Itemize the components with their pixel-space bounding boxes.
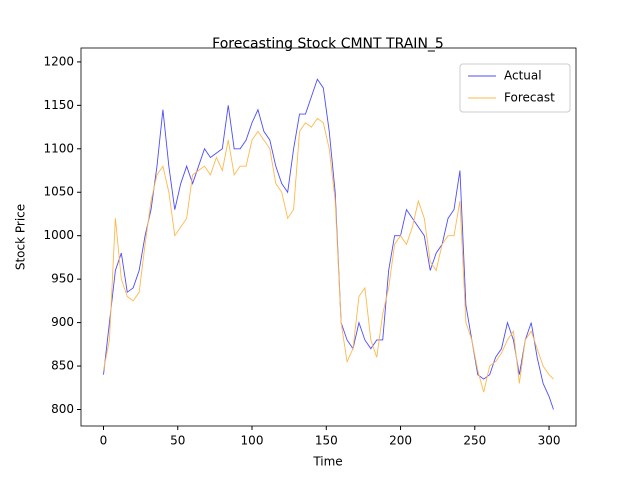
- plot-frame: [80, 47, 577, 427]
- legend-label: Actual: [504, 69, 542, 83]
- y-tick-label: 1150: [43, 98, 74, 112]
- series-line: [103, 117, 554, 393]
- series-line: [103, 78, 554, 410]
- y-tick-label: 900: [51, 315, 74, 329]
- y-axis-label: Stock Price: [14, 204, 28, 270]
- x-tick-label: 0: [100, 434, 108, 448]
- y-tick-label: 800: [51, 402, 74, 416]
- x-tick-label: 150: [315, 434, 338, 448]
- y-tick-label: 1200: [43, 54, 74, 68]
- chart-title: Forecasting Stock CMNT TRAIN_5: [212, 36, 444, 52]
- x-tick-label: 250: [463, 434, 486, 448]
- y-tick-label: 950: [51, 272, 74, 286]
- y-tick-label: 1000: [43, 228, 74, 242]
- y-tick-label: 1050: [43, 185, 74, 199]
- x-axis-label: Time: [312, 455, 342, 469]
- x-tick-label: 50: [170, 434, 185, 448]
- x-tick-label: 200: [389, 434, 412, 448]
- y-tick-label: 850: [51, 359, 74, 373]
- x-tick-label: 100: [241, 434, 264, 448]
- legend-label: Forecast: [504, 91, 555, 105]
- y-tick-label: 1100: [43, 141, 74, 155]
- x-tick-label: 300: [538, 434, 561, 448]
